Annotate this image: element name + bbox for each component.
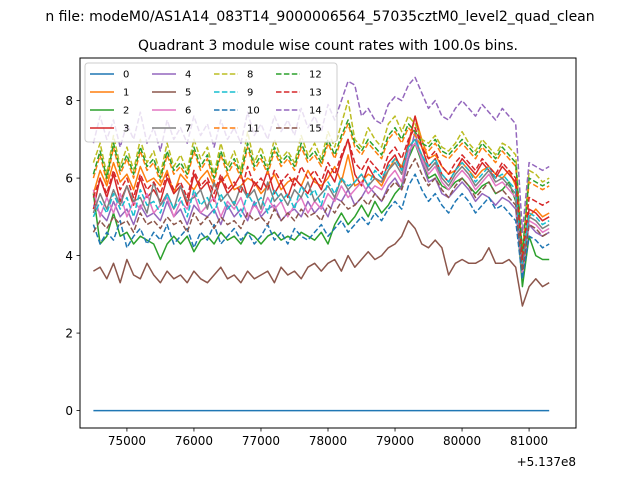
series-line-10: [92, 173, 550, 280]
legend-label-2: 2: [123, 106, 129, 117]
chart-title: Quadrant 3 module wise count rates with …: [138, 38, 518, 54]
legend-label-1: 1: [123, 88, 129, 99]
x-tick-label: 78000: [309, 434, 347, 448]
legend-label-12: 12: [309, 70, 322, 81]
legend-frame: [84, 62, 338, 143]
legend-label-13: 13: [309, 88, 322, 99]
series-line-12: [92, 119, 550, 253]
series-line-11: [92, 123, 550, 257]
series-line-13: [92, 126, 550, 261]
series-line-2: [92, 142, 550, 288]
legend-label-4: 4: [185, 70, 191, 81]
series-line-5: [93, 219, 550, 307]
series-line-8: [92, 99, 550, 257]
legend-label-7: 7: [185, 124, 191, 135]
series-line-3: [92, 115, 550, 265]
x-tick-label: 80000: [443, 434, 481, 448]
x-tick-label: 77000: [242, 434, 280, 448]
x-tick-label: 79000: [376, 434, 414, 448]
series-line-9: [92, 138, 550, 265]
series-line-6: [92, 142, 550, 276]
legend-label-6: 6: [185, 106, 191, 117]
legend-label-5: 5: [185, 88, 191, 99]
x-tick-label: 76000: [175, 434, 213, 448]
x-axis-offset-label: +5.137e8: [517, 455, 576, 469]
legend-label-11: 11: [247, 124, 260, 135]
legend-label-9: 9: [247, 88, 253, 99]
legend-label-3: 3: [123, 124, 129, 135]
figure-suptitle: n file: modeM0/AS1A14_083T14_9000006564_…: [45, 9, 594, 25]
y-tick-label: 0: [65, 404, 73, 418]
x-axis: 75000 76000 77000 78000 79000 80000 81000: [108, 428, 548, 448]
y-tick-label: 8: [65, 94, 73, 108]
series-line-15: [92, 157, 550, 272]
y-tick-label: 2: [65, 327, 73, 341]
legend-label-0: 0: [123, 70, 129, 81]
legend-label-14: 14: [309, 106, 322, 117]
legend-label-15: 15: [309, 124, 322, 135]
x-tick-label: 81000: [510, 434, 548, 448]
y-tick-label: 4: [65, 249, 73, 263]
x-tick-label: 75000: [108, 434, 146, 448]
legend-label-8: 8: [247, 70, 253, 81]
legend-label-10: 10: [247, 106, 260, 117]
y-axis: 0 2 4 6 8: [65, 94, 80, 418]
y-tick-label: 6: [65, 172, 73, 186]
